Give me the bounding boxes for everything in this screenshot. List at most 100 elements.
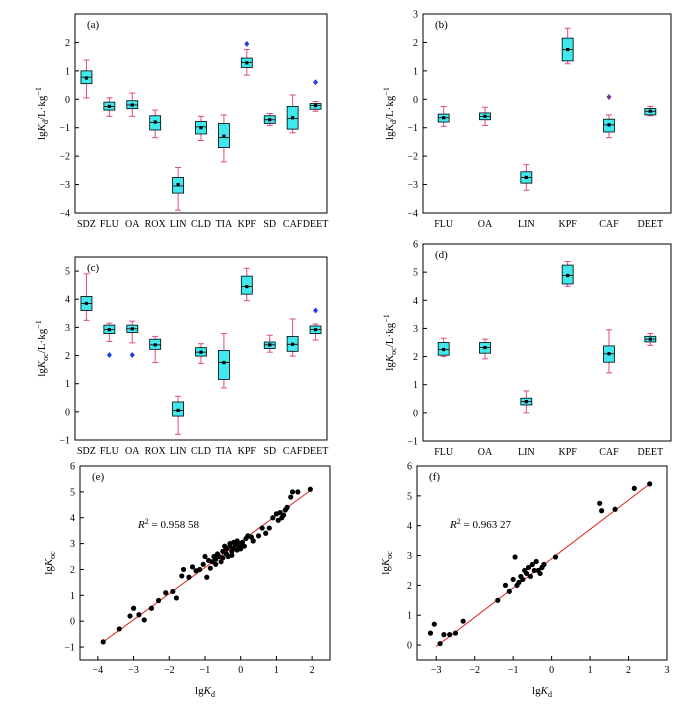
- data-point: [495, 597, 501, 603]
- x-tick-label: 0: [549, 665, 554, 676]
- outlier-point: [244, 40, 250, 47]
- mean-marker: [566, 47, 570, 52]
- y-tick-label: 3: [70, 539, 75, 550]
- box-OA: OA: [478, 106, 493, 230]
- x-axis-label-sub: d: [548, 690, 552, 699]
- box-DEET: DEET: [638, 105, 663, 230]
- y-axis-label-sym: K: [36, 123, 48, 132]
- panel-label: (f): [429, 471, 440, 483]
- data-point: [460, 618, 466, 624]
- y-tick-label: −3: [59, 180, 70, 191]
- r-squared-annotation: R2 = 0.963 27: [449, 517, 511, 531]
- category-label: LIN: [518, 219, 535, 230]
- y-tick-label: 6: [407, 462, 412, 473]
- box-SDZ: SDZ: [77, 273, 96, 457]
- outlier-point: [606, 94, 612, 101]
- x-tick-label: −3: [431, 665, 442, 676]
- x-tick-label: 3: [665, 665, 670, 676]
- y-tick-label: 5: [70, 487, 75, 498]
- data-point: [284, 504, 290, 510]
- y-tick-label: 0: [413, 95, 418, 106]
- box-FLU: FLU: [434, 105, 454, 230]
- y-axis-label-sym: K: [380, 558, 392, 567]
- y-axis-label-post: /L·kg: [36, 328, 48, 353]
- data-point: [163, 590, 169, 596]
- data-point: [255, 533, 262, 539]
- category-label: SD: [263, 446, 276, 457]
- y-tick-label: 0: [70, 617, 75, 628]
- r-value: = 0.958 58: [149, 519, 200, 531]
- mean-marker: [268, 118, 272, 122]
- y-axis-label: lgKoc/L·kg−1: [34, 320, 50, 376]
- data-point: [427, 630, 434, 636]
- data-point: [647, 481, 653, 487]
- data-point: [280, 512, 287, 518]
- data-point: [148, 605, 155, 611]
- data-point: [238, 546, 244, 552]
- x-axis-label-pre: lg: [195, 685, 204, 697]
- y-axis-label-sub: oc: [385, 551, 394, 559]
- data-point: [234, 538, 240, 544]
- y-tick-label: 2: [70, 565, 75, 576]
- data-point: [612, 506, 618, 512]
- data-point: [204, 574, 210, 580]
- y-axis-label: lgKoc: [380, 551, 394, 575]
- data-point: [289, 489, 296, 495]
- category-label: CLD: [191, 446, 211, 457]
- x-tick-label: −1: [508, 665, 519, 676]
- data-point: [597, 500, 603, 506]
- outlier-point: [313, 79, 319, 86]
- y-tick-label: 3: [407, 551, 412, 562]
- data-point: [213, 561, 219, 567]
- mean-marker: [84, 301, 89, 306]
- panel-b: −4 −3 −2 −1 0 1 2 3 (b) FLU OA LIN KPF CAF DEET lgKd/L·…: [382, 10, 672, 230]
- data-point: [155, 597, 162, 604]
- category-label: KPF: [238, 219, 257, 230]
- y-tick-label: −1: [407, 437, 418, 448]
- category-label: DEET: [303, 219, 329, 230]
- x-tick-label: −2: [164, 665, 175, 676]
- y-tick-label: 0: [407, 641, 412, 652]
- x-axis-label-sym: K: [203, 685, 212, 697]
- r-squared-annotation: R2 = 0.958 58: [137, 517, 199, 531]
- mean-marker: [130, 327, 134, 331]
- data-point: [213, 556, 219, 562]
- data-point: [531, 567, 537, 574]
- mean-marker: [607, 352, 611, 356]
- mean-marker: [153, 120, 157, 124]
- category-label: FLU: [100, 219, 120, 230]
- mean-marker: [268, 343, 272, 347]
- box-LIN: LIN: [518, 164, 535, 230]
- box-OA: OA: [478, 338, 493, 458]
- y-tick-label: −4: [59, 209, 70, 220]
- mean-marker: [607, 123, 611, 127]
- y-tick-label: 2: [413, 38, 418, 49]
- data-point: [295, 489, 301, 495]
- category-label: DEET: [638, 447, 664, 458]
- mean-marker: [648, 109, 652, 113]
- x-axis-label-pre: lg: [532, 685, 541, 697]
- box-FLU: FLU: [100, 97, 120, 230]
- y-tick-label: −4: [407, 209, 418, 220]
- y-tick-label: −1: [64, 643, 75, 654]
- y-axis-label-post: /L·kg: [384, 322, 396, 347]
- data-point: [263, 530, 269, 536]
- category-label: LIN: [170, 219, 187, 230]
- category-label: TIA: [216, 446, 233, 457]
- outlier-point: [313, 307, 319, 314]
- y-tick-label: 2: [413, 352, 418, 363]
- data-point: [141, 617, 147, 623]
- outlier-point: [129, 351, 135, 358]
- mean-marker: [245, 284, 249, 289]
- outlier-point: [106, 351, 112, 358]
- data-point: [525, 564, 532, 571]
- data-point: [250, 538, 256, 544]
- r-sym: R: [449, 519, 457, 531]
- mean-marker: [483, 114, 487, 118]
- box-TIA: TIA: [216, 114, 233, 230]
- box-LIN: LIN: [170, 395, 186, 457]
- category-label: ROX: [145, 219, 167, 230]
- plot-frame: [74, 13, 328, 214]
- y-axis-label: lgKoc: [43, 551, 57, 575]
- y-tick-label: 2: [407, 581, 412, 592]
